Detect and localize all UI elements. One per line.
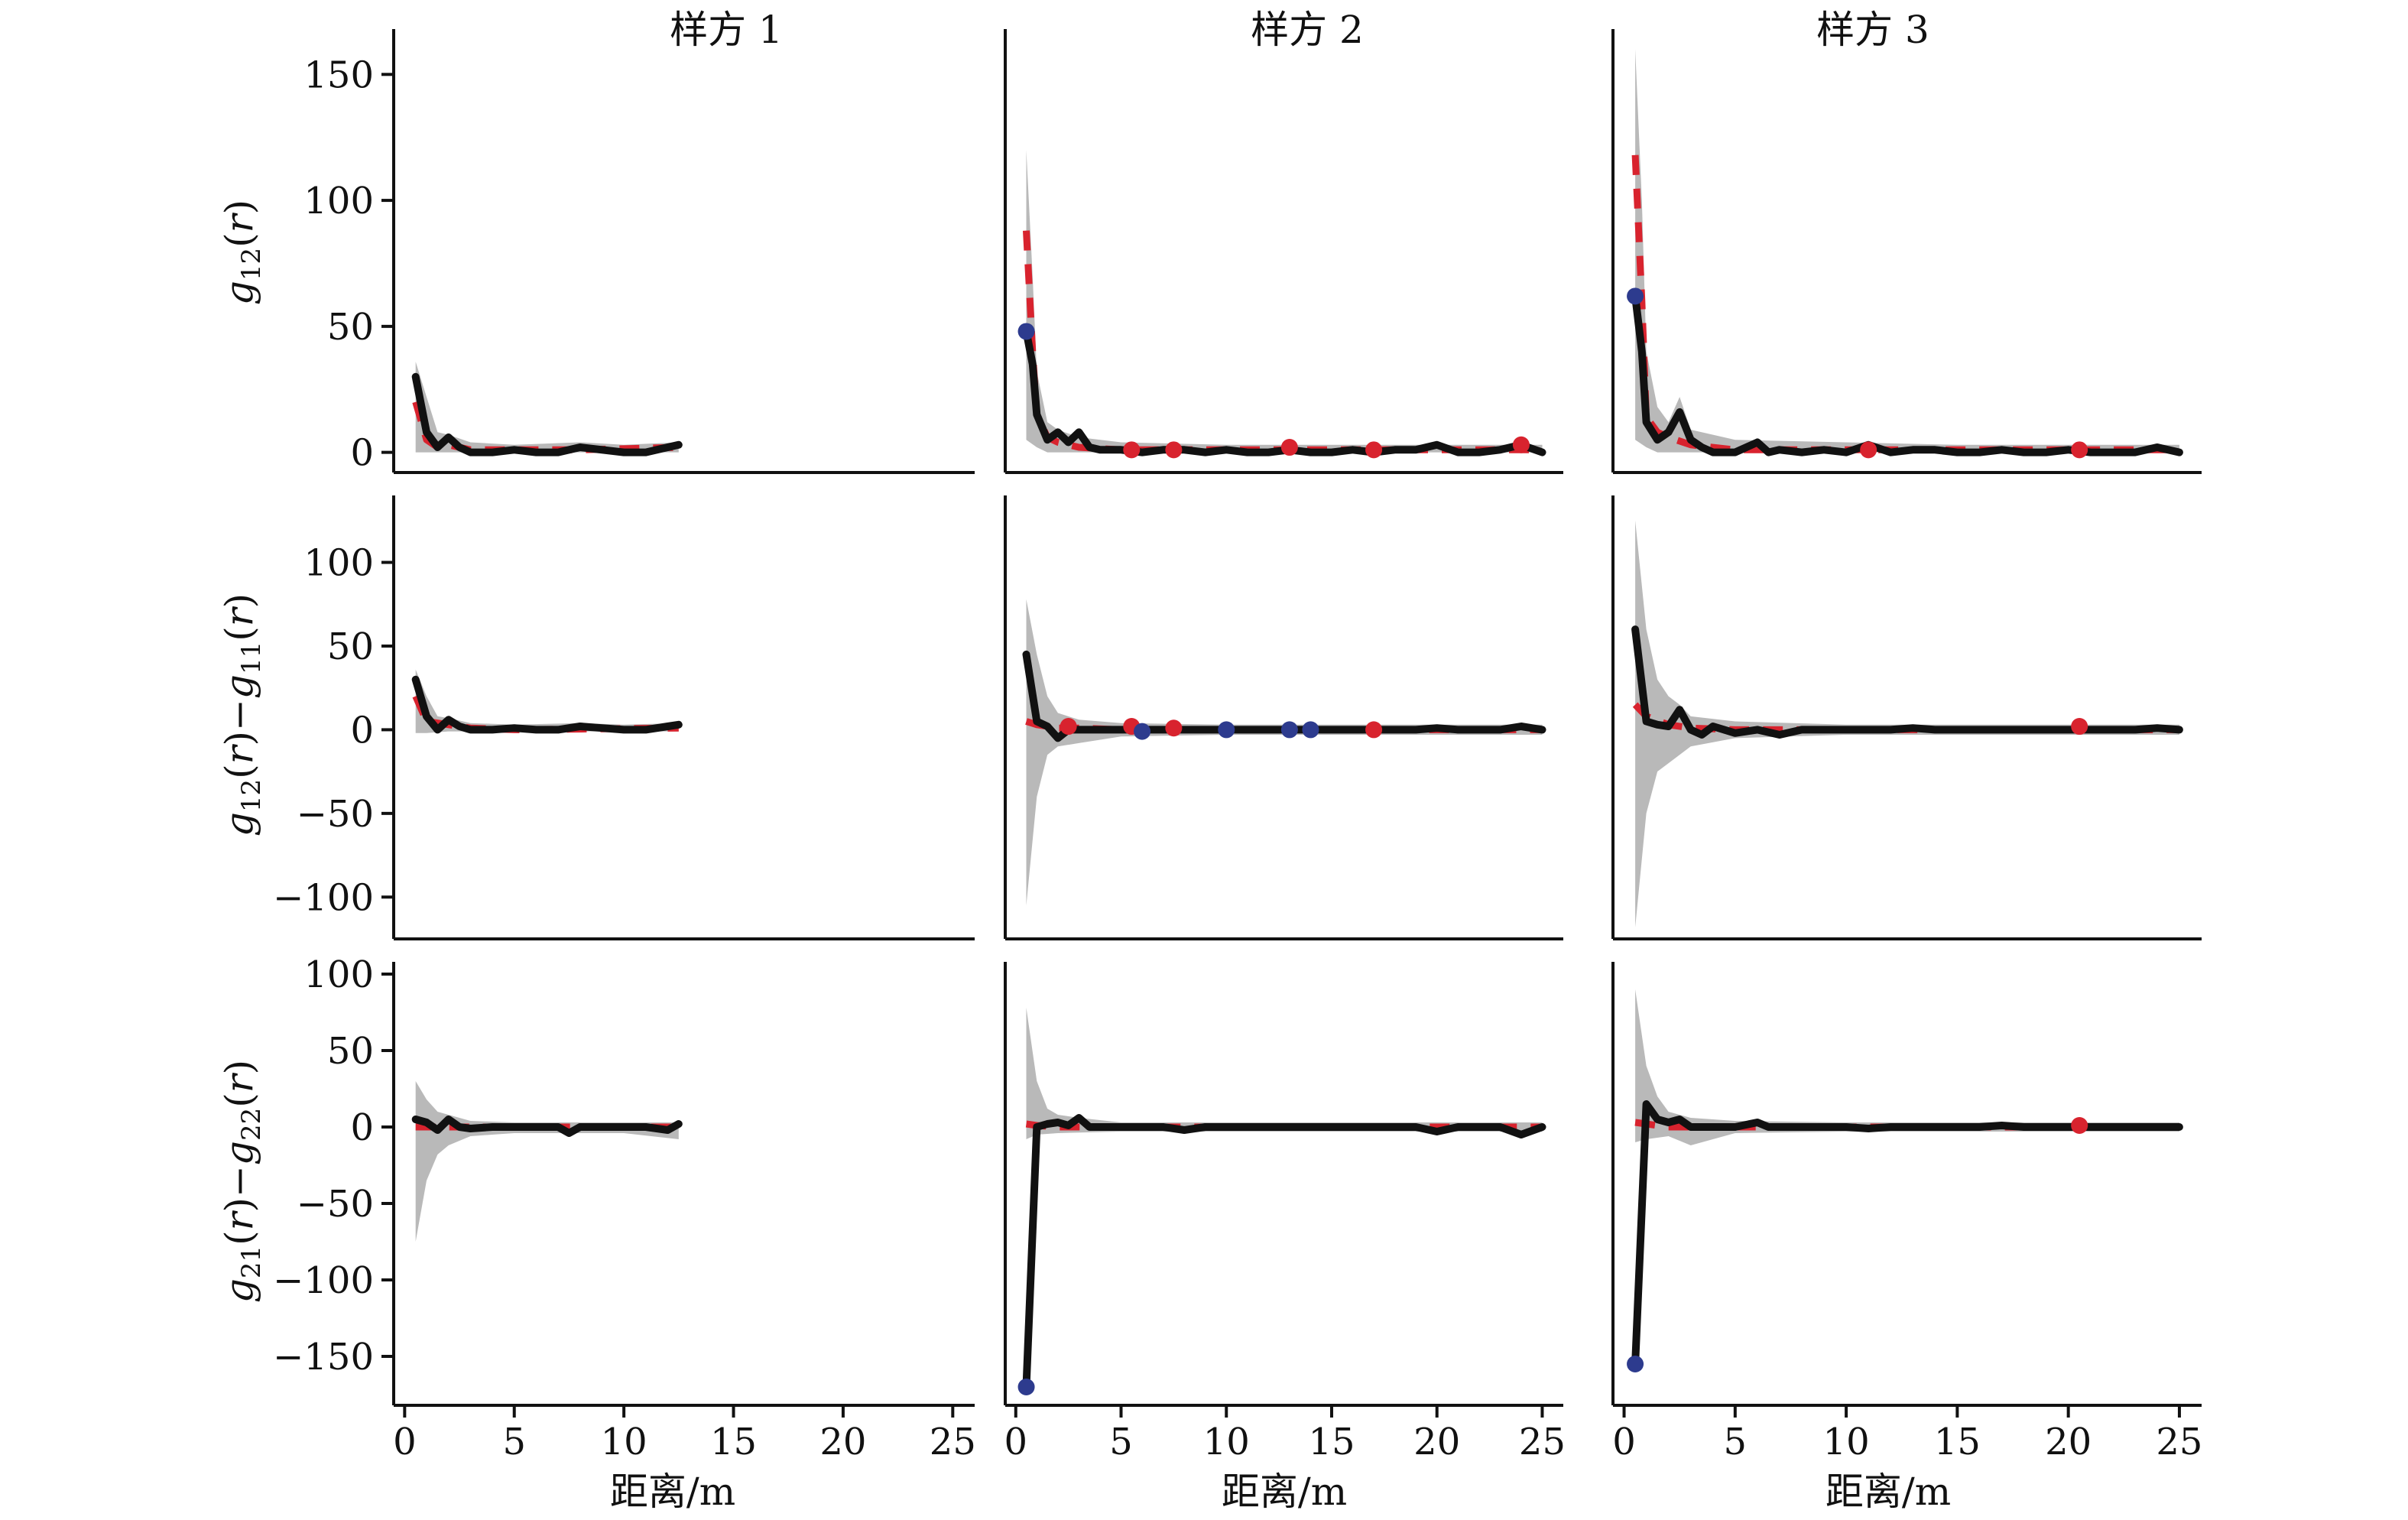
above-envelope-point: [1512, 436, 1530, 453]
y-tick-label: −150: [273, 1336, 374, 1379]
y-tick-label: 100: [303, 542, 374, 585]
panel-r1-c2: [1004, 29, 1563, 474]
below-envelope-point: [1134, 723, 1151, 740]
x-axis-title-1: 距离/m: [610, 1470, 735, 1514]
envelope-band: [1635, 520, 2179, 927]
y-tick-label: 50: [327, 306, 374, 349]
y-tick-label: −100: [273, 876, 374, 919]
below-envelope-point: [1627, 287, 1644, 305]
below-envelope-point: [1218, 721, 1235, 739]
x-tick-label: 20: [2045, 1421, 2092, 1463]
observed-line: [1631, 625, 2183, 739]
y-tick-label: −50: [297, 793, 374, 836]
column-title-1: 样方 1: [670, 8, 783, 52]
x-tick-label: 0: [393, 1421, 417, 1463]
panel-r3-c1: −150 −100 −50 0 50 100 0 5 10 15 20 25: [273, 953, 976, 1463]
expected-line: [1023, 230, 1543, 453]
above-envelope-point: [2071, 441, 2088, 459]
above-envelope-point: [2071, 718, 2088, 736]
y-tick-label: −100: [273, 1259, 374, 1302]
y-axis-title-row-2: g12(r)−g11(r): [217, 593, 267, 836]
above-envelope-point: [1060, 718, 1077, 736]
y-tick-label: 0: [350, 709, 374, 752]
envelope-band: [1635, 989, 2179, 1145]
y-tick-label: 50: [327, 625, 374, 668]
below-envelope-point: [1017, 1379, 1035, 1395]
panel-r1-c3: [1611, 29, 2202, 474]
x-tick-label: 15: [710, 1421, 757, 1463]
x-axis-title-3: 距离/m: [1825, 1470, 1951, 1514]
x-tick-label: 10: [1823, 1421, 1870, 1463]
x-tick-label: 0: [1004, 1421, 1028, 1463]
y-tick-label: 50: [327, 1030, 374, 1073]
y-tick-label: 0: [350, 1106, 374, 1149]
panel-r2-c3: [1611, 495, 2202, 940]
expected-line: [1631, 154, 2179, 453]
observed-line: [411, 675, 683, 734]
panel-r3-c2: 0 5 10 15 20 25: [1004, 962, 1566, 1463]
y-axis-title-row-3: g21(r)−g22(r): [217, 1060, 267, 1303]
x-tick-label: 5: [1109, 1421, 1133, 1463]
observed-line: [1631, 292, 2183, 456]
observed-line: [411, 372, 683, 456]
y-axis-titles: g12(r) g12(r)−g11(r) g21(r)−g22(r): [217, 200, 267, 1303]
above-envelope-point: [1165, 441, 1183, 459]
below-envelope-point: [1280, 721, 1298, 739]
y-tick-label: −50: [297, 1183, 374, 1226]
x-tick-label: 20: [819, 1421, 866, 1463]
x-tick-label: 15: [1308, 1421, 1355, 1463]
above-envelope-point: [1123, 441, 1141, 459]
y-axis-title-row-1: g12(r): [217, 200, 267, 305]
above-envelope-point: [1280, 439, 1298, 456]
envelope-band: [1026, 1008, 1543, 1139]
below-envelope-point: [1302, 721, 1319, 739]
above-envelope-point: [1365, 441, 1383, 459]
panel-r2-c1: −100 −50 0 50 100: [273, 495, 975, 940]
y-tick-label: 0: [350, 432, 374, 475]
x-tick-label: 25: [930, 1421, 976, 1463]
below-envelope-point: [1017, 323, 1035, 340]
column-title-2: 样方 2: [1251, 8, 1364, 52]
x-axis-titles: 距离/m 距离/m 距离/m: [610, 1470, 1951, 1514]
x-tick-label: 25: [1519, 1421, 1566, 1463]
above-envelope-point: [1860, 441, 1877, 459]
observed-line: [1022, 327, 1546, 456]
panels: 050100150−100−50050100−150−100−500501000…: [273, 29, 2202, 1463]
x-tick-label: 10: [1203, 1421, 1250, 1463]
below-envelope-point: [1627, 1356, 1644, 1372]
above-envelope-point: [1165, 719, 1183, 737]
envelope-band: [1635, 49, 2179, 453]
observed-line: [1022, 1114, 1546, 1391]
x-tick-label: 5: [502, 1421, 526, 1463]
observed-line: [411, 1116, 683, 1137]
x-tick-label: 25: [2156, 1421, 2202, 1463]
envelope-band: [1026, 150, 1543, 453]
envelope-band: [415, 1081, 679, 1242]
x-tick-label: 0: [1612, 1421, 1636, 1463]
panel-r3-c3: 0 5 10 15 20 25: [1611, 962, 2202, 1463]
x-tick-label: 15: [1934, 1421, 1981, 1463]
above-envelope-point: [1365, 721, 1383, 739]
y-tick-label: 100: [303, 180, 374, 222]
panel-r2-c2: [1004, 495, 1563, 940]
x-tick-label: 5: [1724, 1421, 1748, 1463]
column-titles: 样方 1 样方 2 样方 3: [670, 8, 1929, 52]
y-tick-label: 100: [303, 953, 374, 996]
x-tick-label: 20: [1413, 1421, 1460, 1463]
observed-line: [1631, 1100, 2183, 1368]
envelope-band: [1026, 599, 1543, 906]
column-title-3: 样方 3: [1816, 8, 1929, 52]
y-tick-label: 150: [303, 54, 374, 96]
x-tick-label: 10: [601, 1421, 647, 1463]
panel-r1-c1: 0 50 100 150: [303, 29, 975, 475]
x-axis-title-2: 距离/m: [1222, 1470, 1347, 1514]
above-envelope-point: [2071, 1117, 2088, 1134]
